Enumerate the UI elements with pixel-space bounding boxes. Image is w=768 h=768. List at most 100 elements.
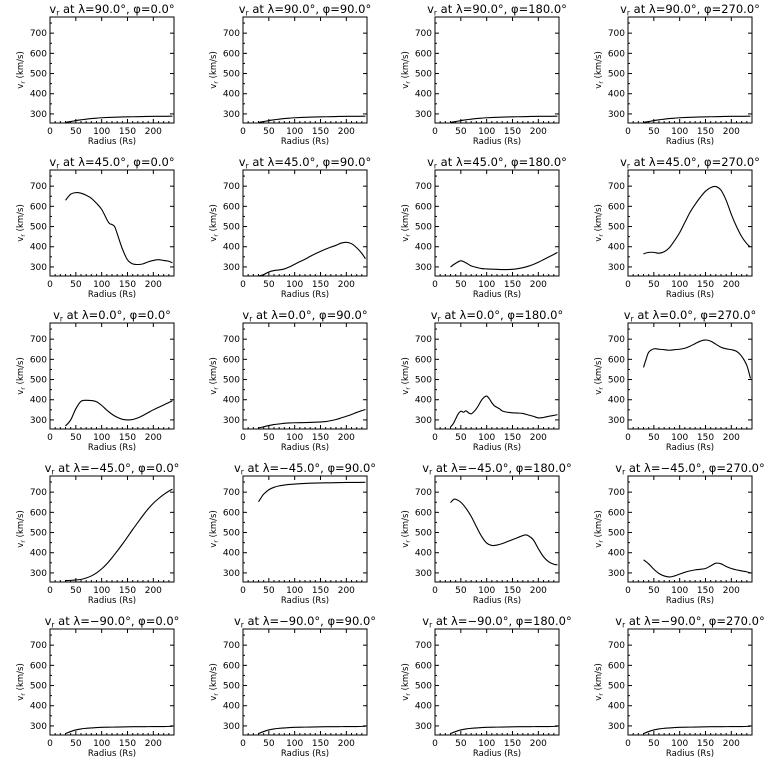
y-tick-label: 400 xyxy=(30,549,47,559)
x-tick-label: 50 xyxy=(70,433,82,443)
y-tick-label: 300 xyxy=(608,722,625,732)
y-tick-label: 600 xyxy=(415,508,432,518)
x-tick-label: 200 xyxy=(723,433,740,443)
y-tick-label: 300 xyxy=(30,722,47,732)
y-tick-label: 400 xyxy=(415,702,432,712)
x-tick-label: 150 xyxy=(119,127,136,137)
y-tick-label: 300 xyxy=(223,722,240,732)
x-axis-label: Radius (Rs) xyxy=(88,596,136,606)
series-line xyxy=(258,408,366,429)
y-tick-label: 500 xyxy=(415,70,432,80)
x-tick-label: 150 xyxy=(504,127,521,137)
y-tick-label: 300 xyxy=(608,416,625,426)
x-tick-label: 100 xyxy=(478,739,495,749)
y-axis-label: vr (km/s) xyxy=(401,204,412,242)
x-axis-label: Radius (Rs) xyxy=(88,137,136,147)
y-tick-label: 700 xyxy=(415,488,432,498)
x-tick-label: 50 xyxy=(263,739,275,749)
y-axis-label: vr (km/s) xyxy=(209,204,220,242)
plot-frame xyxy=(627,628,753,736)
y-tick-label: 500 xyxy=(223,376,240,386)
x-axis-label: Radius (Rs) xyxy=(473,443,521,453)
x-tick-label: 150 xyxy=(119,433,136,443)
plot-frame xyxy=(434,169,560,277)
x-tick-label: 0 xyxy=(432,280,438,290)
x-tick-label: 100 xyxy=(671,739,688,749)
plot-frame xyxy=(242,16,368,124)
y-tick-label: 600 xyxy=(223,661,240,671)
y-tick-label: 600 xyxy=(608,202,625,212)
y-tick-label: 500 xyxy=(415,529,432,539)
x-tick-label: 200 xyxy=(145,127,162,137)
y-tick-label: 500 xyxy=(30,682,47,692)
series-line xyxy=(642,339,751,379)
x-tick-label: 150 xyxy=(697,127,714,137)
x-tick-label: 0 xyxy=(240,433,246,443)
chart-panel-1: vr at λ=90.0°, φ=0.0° 0 50 100 150 200 300 400 5… xyxy=(16,2,175,147)
x-axis-label: Radius (Rs) xyxy=(88,290,136,300)
x-tick-label: 0 xyxy=(625,127,631,137)
y-tick-label: 300 xyxy=(223,110,240,120)
chart-title: vr at λ=90.0°, φ=180.0° xyxy=(427,2,567,18)
y-tick-label: 700 xyxy=(30,488,47,498)
chart-panel-10: vr at λ=0.0°, φ=90.0° 0 50 100 150 200 300 400 5… xyxy=(209,308,368,453)
y-axis-label: vr (km/s) xyxy=(16,204,27,242)
y-tick-label: 400 xyxy=(608,90,625,100)
chart-panel-4: vr at λ=90.0°, φ=270.0° 0 50 100 150 200 300 40… xyxy=(594,2,760,147)
x-tick-label: 200 xyxy=(530,127,547,137)
y-tick-label: 400 xyxy=(30,702,47,712)
x-axis-label: Radius (Rs) xyxy=(281,749,329,759)
y-tick-label: 400 xyxy=(608,702,625,712)
x-axis-label: Radius (Rs) xyxy=(666,596,714,606)
x-tick-label: 100 xyxy=(478,127,495,137)
y-axis-label: vr (km/s) xyxy=(594,357,605,395)
series-line xyxy=(258,115,366,123)
y-tick-label: 700 xyxy=(30,335,47,345)
chart-panel-18: vr at λ=−90.0°, φ=90.0° 0 50 100 150 200 300 40… xyxy=(209,614,376,759)
x-axis-label: Radius (Rs) xyxy=(88,749,136,759)
x-tick-label: 100 xyxy=(671,280,688,290)
x-tick-label: 0 xyxy=(432,127,438,137)
y-axis-label: vr (km/s) xyxy=(209,663,220,701)
x-tick-label: 0 xyxy=(47,127,53,137)
chart-panel-8: vr at λ=45.0°, φ=270.0° 0 50 100 150 200 300 40… xyxy=(594,155,760,300)
x-axis-label: Radius (Rs) xyxy=(666,137,714,147)
x-tick-label: 50 xyxy=(455,586,467,596)
x-tick-label: 100 xyxy=(671,433,688,443)
chart-title: vr at λ=45.0°, φ=0.0° xyxy=(49,155,174,171)
chart-title: vr at λ=−90.0°, φ=90.0° xyxy=(234,614,376,630)
x-tick-label: 150 xyxy=(312,280,329,290)
x-axis-label: Radius (Rs) xyxy=(281,443,329,453)
x-tick-label: 50 xyxy=(455,127,467,137)
chart-title: vr at λ=−45.0°, φ=270.0° xyxy=(615,461,764,477)
x-tick-label: 200 xyxy=(145,586,162,596)
chart-title: vr at λ=−45.0°, φ=0.0° xyxy=(45,461,180,477)
chart-panel-13: vr at λ=−45.0°, φ=0.0° 0 50 100 150 200 300 400… xyxy=(16,461,179,606)
y-tick-label: 400 xyxy=(30,243,47,253)
plot-frame xyxy=(627,475,753,583)
y-tick-label: 400 xyxy=(223,549,240,559)
y-tick-label: 300 xyxy=(415,569,432,579)
y-tick-label: 400 xyxy=(608,243,625,253)
y-axis-label: vr (km/s) xyxy=(401,357,412,395)
y-tick-label: 600 xyxy=(415,355,432,365)
x-tick-label: 200 xyxy=(530,280,547,290)
y-tick-label: 600 xyxy=(223,355,240,365)
y-axis-label: vr (km/s) xyxy=(16,663,27,701)
y-tick-label: 600 xyxy=(415,49,432,59)
y-tick-label: 500 xyxy=(608,376,625,386)
y-axis-label: vr (km/s) xyxy=(16,51,27,89)
x-tick-label: 50 xyxy=(263,280,275,290)
plot-frame xyxy=(434,16,560,124)
y-tick-label: 600 xyxy=(608,49,625,59)
y-tick-label: 500 xyxy=(223,529,240,539)
x-tick-label: 200 xyxy=(338,433,355,443)
chart-title: vr at λ=−90.0°, φ=180.0° xyxy=(422,614,571,630)
y-tick-label: 700 xyxy=(223,641,240,651)
y-tick-label: 600 xyxy=(30,202,47,212)
y-tick-label: 600 xyxy=(30,49,47,59)
y-axis-label: vr (km/s) xyxy=(209,510,220,548)
y-tick-label: 300 xyxy=(415,416,432,426)
chart-title: vr at λ=90.0°, φ=90.0° xyxy=(239,2,371,18)
